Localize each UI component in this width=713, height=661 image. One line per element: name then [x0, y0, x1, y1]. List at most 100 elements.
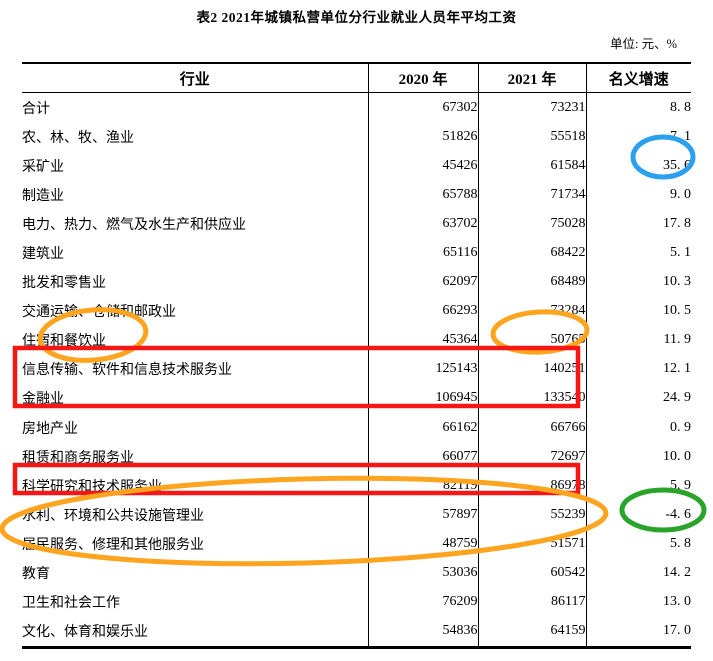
cell-y2021: 71734	[477, 180, 586, 210]
cell-y2020: 125143	[367, 354, 478, 384]
table-row: 住宿和餐饮业 45364 50765 11. 9	[22, 325, 691, 355]
cell-industry: 批发和零售业	[22, 276, 106, 292]
cell-y2020: 48759	[367, 529, 478, 559]
cell-y2020: 62097	[367, 267, 478, 297]
cell-industry: 住宿和餐饮业	[22, 334, 106, 350]
table-row: 居民服务、修理和其他服务业 48759 51571 5. 8	[22, 529, 691, 559]
cell-y2021: 72697	[477, 442, 586, 472]
cell-y2021: 133540	[477, 383, 586, 414]
cell-industry: 卫生和社会工作	[22, 596, 120, 612]
header-row: 行业 2020 年 2021 年 名义增速	[22, 63, 691, 93]
cell-industry: 合计	[22, 101, 50, 117]
cell-growth: 35. 6	[585, 151, 691, 181]
table-row: 文化、体育和娱乐业 54836 64159 17. 0	[22, 616, 691, 648]
cell-growth: 24. 9	[585, 383, 691, 414]
cell-growth: 5. 1	[585, 238, 691, 268]
cell-industry: 农、林、牧、渔业	[22, 130, 134, 146]
cell-industry: 文化、体育和娱乐业	[22, 625, 148, 641]
table-body: 合计 67302 73231 8. 8 农、林、牧、渔业 51826 55518 7. 1 采矿…	[22, 92, 691, 648]
cell-industry: 电力、热力、燃气及水生产和供应业	[22, 217, 246, 233]
table-row: 批发和零售业 62097 68489 10. 3	[22, 267, 691, 297]
cell-industry: 水利、环境和公共设施管理业	[22, 508, 204, 524]
cell-industry: 建筑业	[22, 247, 64, 263]
cell-growth: -4. 6	[585, 500, 691, 530]
cell-y2020: 66077	[367, 442, 478, 472]
cell-growth: 8. 8	[585, 92, 691, 123]
cell-y2021: 55239	[477, 500, 586, 530]
cell-industry: 租赁和商务服务业	[22, 450, 134, 466]
cell-y2020: 82119	[367, 471, 478, 501]
cell-industry: 科学研究和技术服务业	[22, 479, 162, 495]
cell-y2021: 75028	[477, 209, 586, 239]
cell-y2020: 45426	[367, 151, 478, 181]
cell-y2021: 51571	[477, 529, 586, 559]
cell-growth: 5. 8	[585, 529, 691, 559]
cell-y2021: 66766	[477, 413, 586, 443]
table-row: 合计 67302 73231 8. 8	[22, 92, 691, 123]
cell-y2020: 54836	[367, 616, 478, 648]
cell-y2020: 67302	[367, 92, 478, 123]
header-2021: 2021 年	[477, 63, 586, 93]
cell-industry: 交通运输、仓储和邮政业	[22, 305, 176, 321]
cell-growth: 0. 9	[585, 413, 691, 443]
cell-growth: 5. 9	[585, 471, 691, 501]
cell-y2020: 66162	[367, 413, 478, 443]
cell-growth: 10. 5	[585, 296, 691, 326]
header-industry: 行业	[22, 63, 368, 93]
cell-growth: 9. 0	[585, 180, 691, 210]
cell-growth: 12. 1	[585, 354, 691, 384]
table-row: 采矿业 45426 61584 35. 6	[22, 151, 691, 181]
cell-y2021: 73284	[477, 296, 586, 326]
cell-y2020: 45364	[367, 325, 478, 355]
cell-y2020: 63702	[367, 209, 478, 239]
cell-y2021: 60542	[477, 558, 586, 588]
wage-table: 行业 2020 年 2021 年 名义增速 合计 67302 73231 8. 8 农、…	[22, 62, 691, 649]
cell-y2021: 68489	[477, 267, 586, 297]
cell-y2021: 55518	[477, 122, 586, 152]
header-growth: 名义增速	[585, 63, 691, 93]
cell-growth: 14. 2	[585, 558, 691, 588]
table-row: 信息传输、软件和信息技术服务业 125143 140251 12. 1	[22, 354, 691, 384]
header-2020: 2020 年	[367, 63, 478, 93]
table-row: 水利、环境和公共设施管理业 57897 55239 -4. 6	[22, 500, 691, 530]
cell-industry: 教育	[22, 567, 50, 583]
cell-y2021: 68422	[477, 238, 586, 268]
table-row: 卫生和社会工作 76209 86117 13. 0	[22, 587, 691, 617]
cell-growth: 10. 0	[585, 442, 691, 472]
cell-industry: 居民服务、修理和其他服务业	[22, 537, 204, 553]
cell-y2020: 76209	[367, 587, 478, 617]
cell-y2020: 106945	[367, 383, 478, 414]
cell-y2021: 86117	[477, 587, 586, 617]
cell-growth: 17. 8	[585, 209, 691, 239]
table-row: 交通运输、仓储和邮政业 66293 73284 10. 5	[22, 296, 691, 326]
cell-growth: 17. 0	[585, 616, 691, 648]
cell-industry: 制造业	[22, 188, 64, 204]
cell-y2021: 73231	[477, 92, 586, 123]
cell-y2021: 64159	[477, 616, 586, 648]
cell-y2021: 140251	[477, 354, 586, 384]
cell-industry: 采矿业	[22, 159, 64, 175]
cell-growth: 7. 1	[585, 122, 691, 152]
cell-y2020: 66293	[367, 296, 478, 326]
cell-y2020: 57897	[367, 500, 478, 530]
cell-y2020: 65116	[367, 238, 478, 268]
cell-y2020: 53036	[367, 558, 478, 588]
table-row: 科学研究和技术服务业 82119 86978 5. 9	[22, 471, 691, 501]
cell-y2020: 51826	[367, 122, 478, 152]
cell-y2021: 86978	[477, 471, 586, 501]
unit-note: 单位: 元、%	[609, 37, 677, 51]
table-row: 农、林、牧、渔业 51826 55518 7. 1	[22, 122, 691, 152]
table-row: 制造业 65788 71734 9. 0	[22, 180, 691, 210]
table-row: 电力、热力、燃气及水生产和供应业 63702 75028 17. 8	[22, 209, 691, 239]
table-title: 表2 2021年城镇私营单位分行业就业人员年平均工资	[196, 10, 517, 25]
table-row: 金融业 106945 133540 24. 9	[22, 383, 691, 414]
cell-growth: 10. 3	[585, 267, 691, 297]
cell-growth: 13. 0	[585, 587, 691, 617]
cell-industry: 信息传输、软件和信息技术服务业	[22, 363, 232, 379]
cell-growth: 11. 9	[585, 325, 691, 355]
cell-y2021: 61584	[477, 151, 586, 181]
table-row: 建筑业 65116 68422 5. 1	[22, 238, 691, 268]
cell-industry: 金融业	[22, 392, 64, 408]
cell-y2021: 50765	[477, 325, 586, 355]
